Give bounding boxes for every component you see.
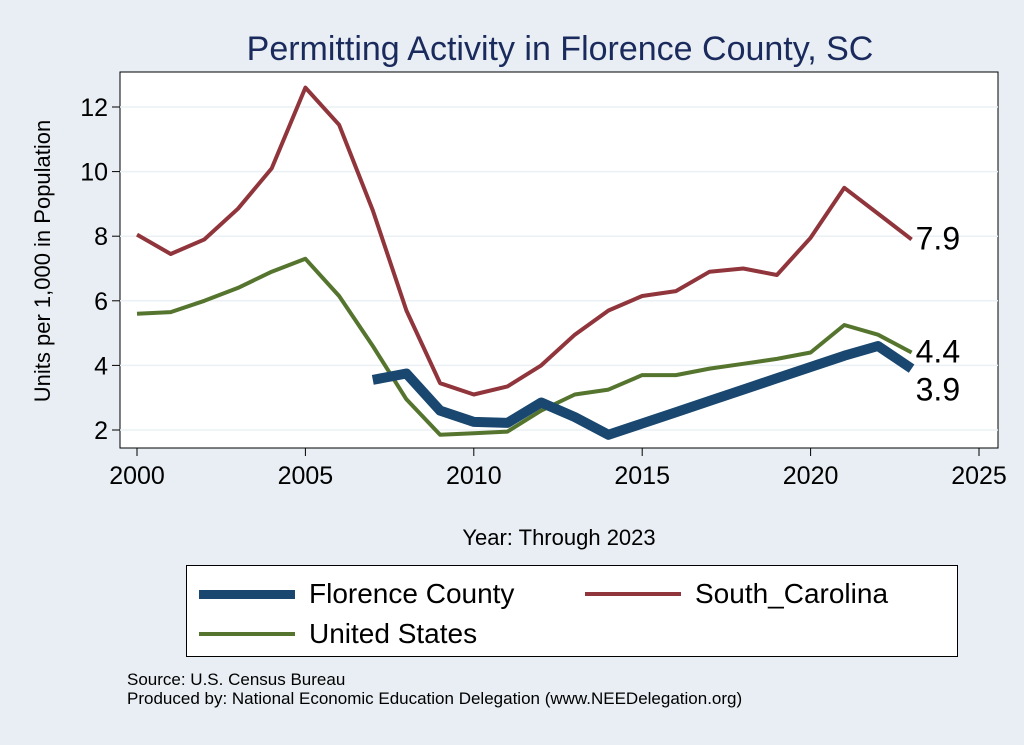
producer-line: Produced by: National Economic Education…: [127, 689, 743, 708]
series-line-south-carolina: [136, 85, 913, 397]
series-lines: [136, 85, 915, 440]
x-tick-label: 2005: [278, 462, 334, 490]
source-line: Source: U.S. Census Bureau: [127, 670, 346, 689]
y-tick-label: 8: [94, 223, 108, 251]
end-label-united-states: 4.4: [916, 333, 960, 369]
chart-title: Permitting Activity in Florence County, …: [247, 30, 874, 68]
end-label-florence-county: 3.9: [916, 372, 960, 408]
x-tick-label: 2000: [109, 462, 165, 490]
legend-item-south-carolina: South_Carolina: [585, 578, 888, 610]
y-axis-label: Units per 1,000 in Population: [30, 120, 55, 403]
source-note: Source: U.S. Census Bureau Produced by: …: [127, 670, 742, 708]
x-tick-label: 2010: [446, 462, 502, 490]
legend-item-united-states: United States: [199, 618, 477, 650]
legend-swatch-south-carolina: [585, 592, 681, 596]
series-line-united-states: [136, 256, 913, 437]
legend-swatch-united-states: [199, 632, 295, 636]
y-tick-label: 10: [80, 159, 108, 187]
x-tick-label: 2015: [614, 462, 670, 490]
y-tick-label: 12: [80, 94, 108, 122]
legend-label-united-states: United States: [309, 618, 478, 649]
legend-label-florence: Florence County: [309, 578, 515, 609]
legend-label-south-carolina: South_Carolina: [695, 578, 889, 609]
series-line-florence-county: [371, 341, 915, 440]
y-tick-label: 6: [94, 288, 108, 316]
end-labels: 3.9 7.9 4.4: [916, 220, 960, 407]
legend-item-florence: Florence County: [199, 578, 514, 610]
plot-area: [119, 71, 999, 449]
axes: 2 4 6 8 10 12 2000 2005 2010 2015 2020 2025: [80, 94, 1007, 490]
legend-swatch-florence: [199, 589, 295, 599]
y-tick-label: 4: [94, 352, 108, 380]
end-label-south-carolina: 7.9: [916, 220, 960, 256]
x-axis-label: Year: Through 2023: [462, 525, 655, 550]
x-tick-label: 2025: [951, 462, 1007, 490]
x-tick-label: 2020: [783, 462, 839, 490]
legend: Florence County South_Carolina United St…: [186, 565, 958, 657]
grid: [120, 106, 998, 431]
y-tick-label: 2: [94, 417, 108, 445]
